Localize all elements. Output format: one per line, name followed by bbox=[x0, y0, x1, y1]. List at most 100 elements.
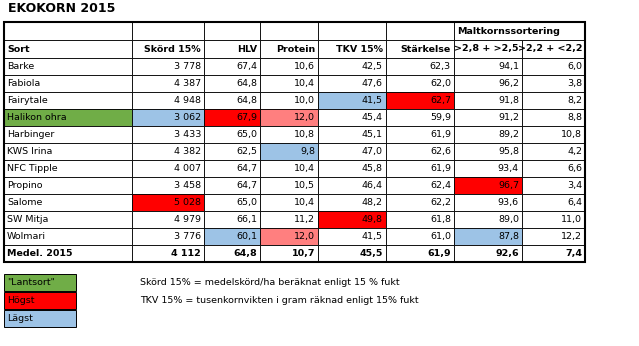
Bar bbox=[318, 211, 386, 228]
Bar bbox=[204, 228, 260, 245]
Text: 49,8: 49,8 bbox=[362, 215, 383, 224]
Text: 67,9: 67,9 bbox=[236, 113, 257, 122]
Text: "Lantsort": "Lantsort" bbox=[7, 278, 55, 287]
Text: 46,4: 46,4 bbox=[362, 181, 383, 190]
Text: 10,8: 10,8 bbox=[294, 130, 315, 139]
Bar bbox=[318, 58, 386, 75]
Text: 89,0: 89,0 bbox=[498, 215, 519, 224]
Bar bbox=[132, 75, 204, 92]
Text: 47,6: 47,6 bbox=[362, 79, 383, 88]
Text: NFC Tipple: NFC Tipple bbox=[7, 164, 58, 173]
Bar bbox=[132, 143, 204, 160]
Text: 8,8: 8,8 bbox=[567, 113, 582, 122]
Text: 11,2: 11,2 bbox=[294, 215, 315, 224]
Bar bbox=[318, 160, 386, 177]
Text: SW Mitja: SW Mitja bbox=[7, 215, 49, 224]
Text: 64,7: 64,7 bbox=[236, 181, 257, 190]
Bar bbox=[132, 177, 204, 194]
Text: Harbinger: Harbinger bbox=[7, 130, 54, 139]
Text: 89,2: 89,2 bbox=[498, 130, 519, 139]
Text: 3 062: 3 062 bbox=[174, 113, 201, 122]
Bar bbox=[132, 58, 204, 75]
Bar bbox=[260, 194, 318, 211]
Text: 10,4: 10,4 bbox=[294, 164, 315, 173]
Bar bbox=[4, 126, 132, 143]
Bar bbox=[318, 40, 386, 58]
Text: Halikon ohra: Halikon ohra bbox=[7, 113, 66, 122]
Bar bbox=[454, 143, 522, 160]
Text: Skörd 15%: Skörd 15% bbox=[144, 45, 201, 54]
Bar bbox=[132, 245, 204, 262]
Bar bbox=[204, 245, 260, 262]
Text: Fabiola: Fabiola bbox=[7, 79, 40, 88]
Text: 3,8: 3,8 bbox=[567, 79, 582, 88]
Text: >2,2 + <2,2: >2,2 + <2,2 bbox=[518, 45, 582, 54]
Text: 93,6: 93,6 bbox=[498, 198, 519, 207]
Bar bbox=[454, 211, 522, 228]
Bar bbox=[522, 58, 585, 75]
Text: 5 028: 5 028 bbox=[174, 198, 201, 207]
Text: 4 387: 4 387 bbox=[174, 79, 201, 88]
Text: 67,4: 67,4 bbox=[236, 62, 257, 71]
Bar bbox=[318, 22, 386, 40]
Bar bbox=[522, 245, 585, 262]
Text: 8,2: 8,2 bbox=[567, 96, 582, 105]
Bar bbox=[522, 75, 585, 92]
Text: 62,5: 62,5 bbox=[236, 147, 257, 156]
Text: 12,0: 12,0 bbox=[294, 113, 315, 122]
Bar bbox=[260, 177, 318, 194]
Bar bbox=[4, 228, 132, 245]
Text: 64,8: 64,8 bbox=[236, 96, 257, 105]
Bar bbox=[522, 109, 585, 126]
Bar bbox=[260, 75, 318, 92]
Text: 10,4: 10,4 bbox=[294, 79, 315, 88]
Bar bbox=[454, 245, 522, 262]
Text: Protein: Protein bbox=[276, 45, 315, 54]
Text: HLV: HLV bbox=[237, 45, 257, 54]
Bar bbox=[522, 143, 585, 160]
Bar bbox=[132, 40, 204, 58]
Text: 6,0: 6,0 bbox=[567, 62, 582, 71]
Text: 66,1: 66,1 bbox=[236, 215, 257, 224]
Text: 61,9: 61,9 bbox=[430, 164, 451, 173]
Bar bbox=[204, 40, 260, 58]
Bar bbox=[204, 58, 260, 75]
Text: 10,4: 10,4 bbox=[294, 198, 315, 207]
Text: 41,5: 41,5 bbox=[362, 96, 383, 105]
Bar bbox=[4, 143, 132, 160]
Bar bbox=[318, 194, 386, 211]
Text: Propino: Propino bbox=[7, 181, 43, 190]
Bar bbox=[204, 143, 260, 160]
Bar bbox=[318, 109, 386, 126]
Text: 96,7: 96,7 bbox=[498, 181, 519, 190]
Bar bbox=[204, 211, 260, 228]
Bar bbox=[204, 22, 260, 40]
Bar bbox=[522, 126, 585, 143]
Text: 42,5: 42,5 bbox=[362, 62, 383, 71]
Bar bbox=[4, 109, 132, 126]
Bar bbox=[454, 126, 522, 143]
Bar bbox=[386, 92, 454, 109]
Bar bbox=[204, 177, 260, 194]
Bar bbox=[132, 160, 204, 177]
Bar bbox=[4, 177, 132, 194]
Text: 93,4: 93,4 bbox=[498, 164, 519, 173]
Bar bbox=[132, 109, 204, 126]
Text: 4 112: 4 112 bbox=[171, 249, 201, 258]
Bar bbox=[204, 75, 260, 92]
Text: 9,8: 9,8 bbox=[300, 147, 315, 156]
Bar bbox=[522, 177, 585, 194]
Text: 10,6: 10,6 bbox=[294, 62, 315, 71]
Text: 64,8: 64,8 bbox=[233, 249, 257, 258]
Bar bbox=[386, 245, 454, 262]
Bar bbox=[386, 22, 454, 40]
Bar bbox=[4, 22, 132, 40]
Bar bbox=[4, 245, 132, 262]
Text: 87,8: 87,8 bbox=[498, 232, 519, 241]
Text: 59,9: 59,9 bbox=[430, 113, 451, 122]
Bar bbox=[260, 22, 318, 40]
Text: 45,1: 45,1 bbox=[362, 130, 383, 139]
Bar bbox=[4, 92, 132, 109]
Bar bbox=[454, 194, 522, 211]
Bar bbox=[522, 92, 585, 109]
